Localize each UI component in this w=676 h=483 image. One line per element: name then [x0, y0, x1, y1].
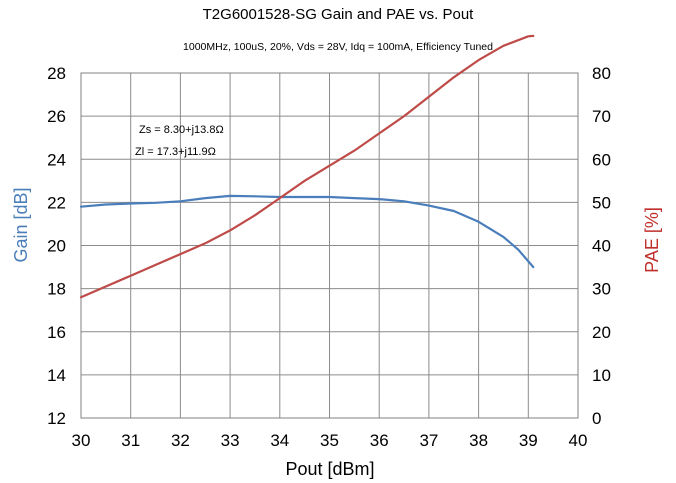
- left-tick-label: 24: [47, 150, 66, 169]
- left-axis-label: Gain [dB]: [11, 187, 31, 262]
- right-axis-ticks: 0 10 20 30 40 50 60 70 80: [592, 64, 611, 428]
- series-group: [79, 34, 535, 299]
- plot-frame: [80, 72, 579, 419]
- pae-series-line: [79, 34, 535, 299]
- x-tick-label: 40: [569, 431, 588, 450]
- x-tick-label: 33: [221, 431, 240, 450]
- impedance-annotation: Zs = 8.30+j13.8Ω Zl = 17.3+j11.9Ω: [135, 124, 224, 158]
- x-tick-label: 39: [519, 431, 538, 450]
- x-tick-label: 31: [121, 431, 140, 450]
- left-tick-label: 12: [47, 409, 66, 428]
- left-tick-label: 22: [47, 193, 66, 212]
- annotation-line-2: Zl = 17.3+j11.9Ω: [135, 146, 216, 158]
- x-tick-label: 38: [469, 431, 488, 450]
- right-tick-label: 70: [592, 107, 611, 126]
- left-tick-label: 20: [47, 237, 66, 256]
- right-tick-label: 0: [592, 409, 601, 428]
- gain-series-line: [79, 194, 535, 269]
- right-axis-label: PAE [%]: [642, 207, 662, 273]
- x-tick-label: 37: [419, 431, 438, 450]
- right-tick-label: 80: [592, 64, 611, 83]
- x-tick-label: 30: [72, 431, 91, 450]
- right-tick-label: 10: [592, 366, 611, 385]
- right-tick-label: 50: [592, 193, 611, 212]
- left-axis-ticks: 12 14 16 18 20 22 24 26 28: [47, 64, 66, 428]
- x-tick-label: 35: [320, 431, 339, 450]
- left-tick-label: 18: [47, 280, 66, 299]
- chart-title: T2G6001528-SG Gain and PAE vs. Pout: [202, 6, 474, 23]
- left-tick-label: 14: [47, 366, 66, 385]
- x-tick-label: 32: [171, 431, 190, 450]
- x-axis-label: Pout [dBm]: [285, 459, 374, 479]
- left-tick-label: 16: [47, 323, 66, 342]
- right-tick-label: 60: [592, 150, 611, 169]
- left-tick-label: 28: [47, 64, 66, 83]
- right-tick-label: 40: [592, 237, 611, 256]
- right-tick-label: 30: [592, 280, 611, 299]
- chart-subtitle: 1000MHz, 100uS, 20%, Vds = 28V, Idq = 10…: [183, 41, 493, 53]
- left-tick-label: 26: [47, 107, 66, 126]
- x-axis-ticks: 30 31 32 33 34 35 36 37 38 39 40: [72, 431, 588, 450]
- x-tick-label: 36: [370, 431, 389, 450]
- annotation-line-1: Zs = 8.30+j13.8Ω: [139, 124, 224, 136]
- right-tick-label: 20: [592, 323, 611, 342]
- x-tick-label: 34: [270, 431, 289, 450]
